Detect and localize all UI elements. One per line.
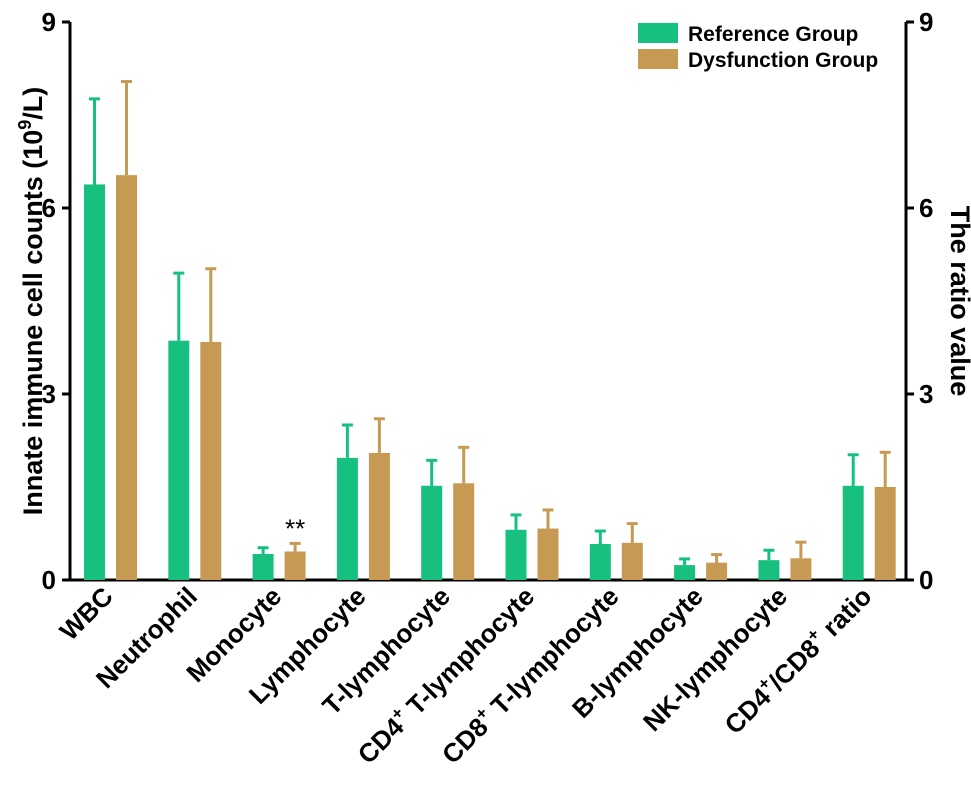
y-tick-right-label: 3 [919, 379, 933, 409]
legend-label-reference: Reference Group [688, 23, 858, 46]
axes-group [68, 22, 908, 582]
category-label: WBC [54, 581, 119, 646]
bar-reference [505, 529, 527, 580]
bar-dysfunction [790, 558, 812, 580]
bar-dysfunction [453, 483, 475, 580]
y-tick-right-label: 0 [919, 565, 933, 595]
legend: Reference Group Dysfunction Group [638, 23, 878, 72]
bar-dysfunction [200, 341, 222, 580]
bar-reference [336, 457, 358, 580]
y-tick-left-label: 6 [42, 193, 56, 223]
bar-dysfunction [116, 175, 137, 580]
legend-swatch-dysfunction [638, 49, 678, 69]
bar-dysfunction [621, 542, 643, 580]
bar-dysfunction [284, 551, 306, 580]
category-label: CD4+/CD8+ ratio [717, 580, 877, 740]
significance-marker: ** [285, 513, 305, 543]
bar-reference [758, 560, 780, 580]
y-tick-left-label: 9 [42, 7, 56, 37]
y-tick-left-label: 3 [42, 379, 56, 409]
bar-dysfunction [874, 487, 896, 580]
bar-dysfunction [537, 528, 559, 580]
bar-reference [84, 184, 105, 580]
category-label: NK-lymphocyte [637, 581, 793, 737]
legend-swatch-reference [638, 23, 678, 43]
bar-reference [168, 340, 190, 580]
legend-label-dysfunction: Dysfunction Group [688, 49, 878, 72]
bar-reference [421, 485, 443, 580]
bar-reference [252, 553, 274, 580]
bars-group: ** [84, 80, 896, 580]
y-axis-title-right: The ratio value [945, 206, 971, 397]
y-axis-title-left: Innate immune cell counts (109/L) [15, 87, 48, 516]
bar-reference [842, 485, 864, 580]
y-ticks-left: 0 3 6 9 [42, 7, 70, 595]
bar-dysfunction [368, 452, 390, 580]
y-ticks-right: 0 3 6 9 [906, 7, 933, 595]
y-tick-right-label: 9 [919, 7, 933, 37]
bar-reference [589, 544, 611, 580]
bar-dysfunction [706, 562, 728, 580]
y-tick-left-label: 0 [42, 565, 56, 595]
y-tick-right-label: 6 [919, 193, 933, 223]
bar-reference [674, 565, 696, 580]
category-labels: WBCNeutrophilMonocyteLymphocyteT-lymphoc… [54, 580, 878, 770]
